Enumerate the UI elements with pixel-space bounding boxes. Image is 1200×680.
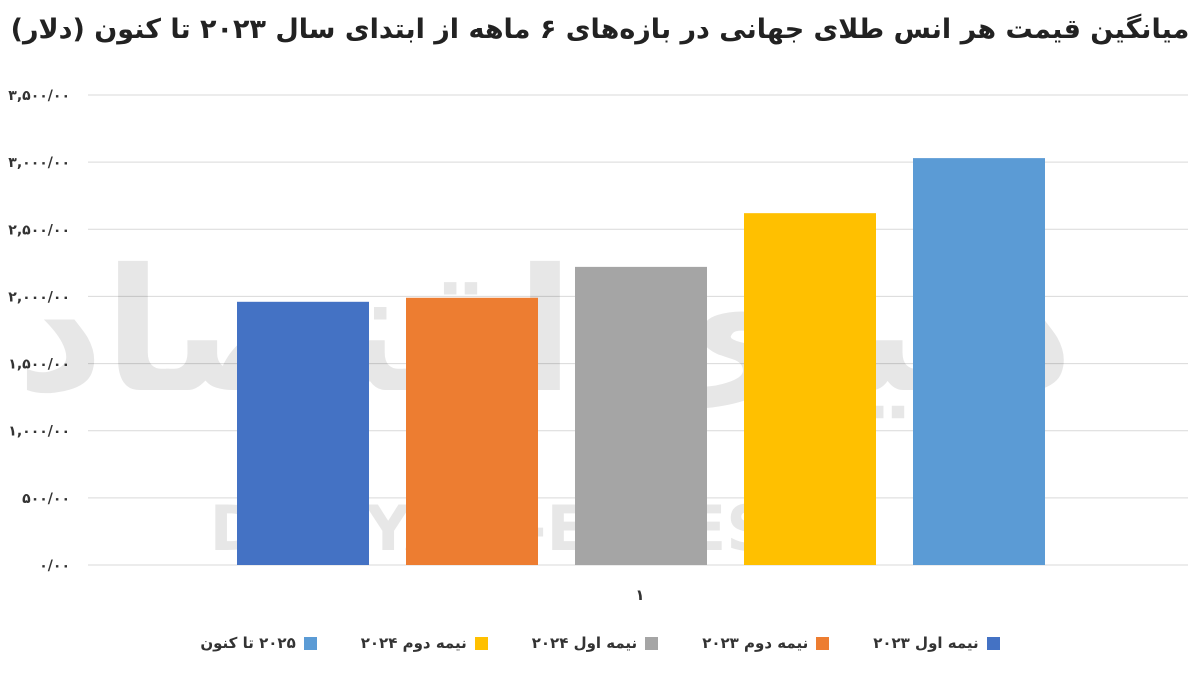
legend-swatch <box>816 636 830 650</box>
legend-item: نیمه اول ۲۰۲۴ <box>531 634 659 652</box>
y-tick-label: ۲,۰۰۰/۰۰ <box>8 289 70 305</box>
legend-item: نیمه دوم ۲۰۲۴ <box>361 634 488 652</box>
chart-title: میانگین قیمت هر انس طلای جهانی در بازه‌ه… <box>10 14 1190 45</box>
y-tick-label: ۲,۵۰۰/۰۰ <box>8 222 70 238</box>
y-tick-label: ۳,۰۰۰/۰۰ <box>8 155 70 171</box>
watermark: دنیای اقتصاد DONYA-E-EQTESAD <box>17 233 1074 565</box>
bar <box>237 301 369 565</box>
y-tick-label: ۳,۵۰۰/۰۰ <box>8 88 70 104</box>
y-tick-labels: ۰/۰۰ ۵۰۰/۰۰ ۱,۰۰۰/۰۰ ۱,۵۰۰/۰۰ ۲,۰۰۰/۰۰ ۲,۵۰۰/… <box>8 88 70 574</box>
bars <box>237 158 1045 565</box>
legend-swatch <box>303 636 317 650</box>
x-tick-label: ۱ <box>635 586 644 604</box>
y-tick-label: ۱,۵۰۰/۰۰ <box>8 357 70 373</box>
bar <box>575 266 707 565</box>
legend-swatch <box>474 636 488 650</box>
legend-label: نیمه دوم ۲۰۲۴ <box>360 634 467 652</box>
legend-label: نیمه اول ۲۰۲۴ <box>531 634 638 652</box>
legend-item: ۲۰۲۵ تا کنون <box>200 634 317 652</box>
legend-label: نیمه دوم ۲۰۲۳ <box>702 634 809 652</box>
legend-label: نیمه اول ۲۰۲۳ <box>873 634 979 652</box>
bar <box>406 297 538 565</box>
bar <box>913 158 1045 565</box>
y-tick-label: ۱,۰۰۰/۰۰ <box>8 424 70 440</box>
legend-item: نیمه اول ۲۰۲۳ <box>873 634 1000 652</box>
bar <box>744 213 876 565</box>
legend-swatch <box>645 636 659 650</box>
y-tick-label: ۵۰۰/۰۰ <box>22 491 70 507</box>
y-tick-label: ۰/۰۰ <box>39 558 70 574</box>
legend: نیمه اول ۲۰۲۳ نیمه دوم ۲۰۲۳ نیمه اول ۲۰۲۴ ن… <box>0 634 1200 652</box>
watermark-persian: دنیای اقتصاد <box>17 233 1074 431</box>
legend-swatch <box>986 636 1000 650</box>
legend-label: ۲۰۲۵ تا کنون <box>200 634 296 652</box>
legend-item: نیمه دوم ۲۰۲۳ <box>702 634 830 652</box>
